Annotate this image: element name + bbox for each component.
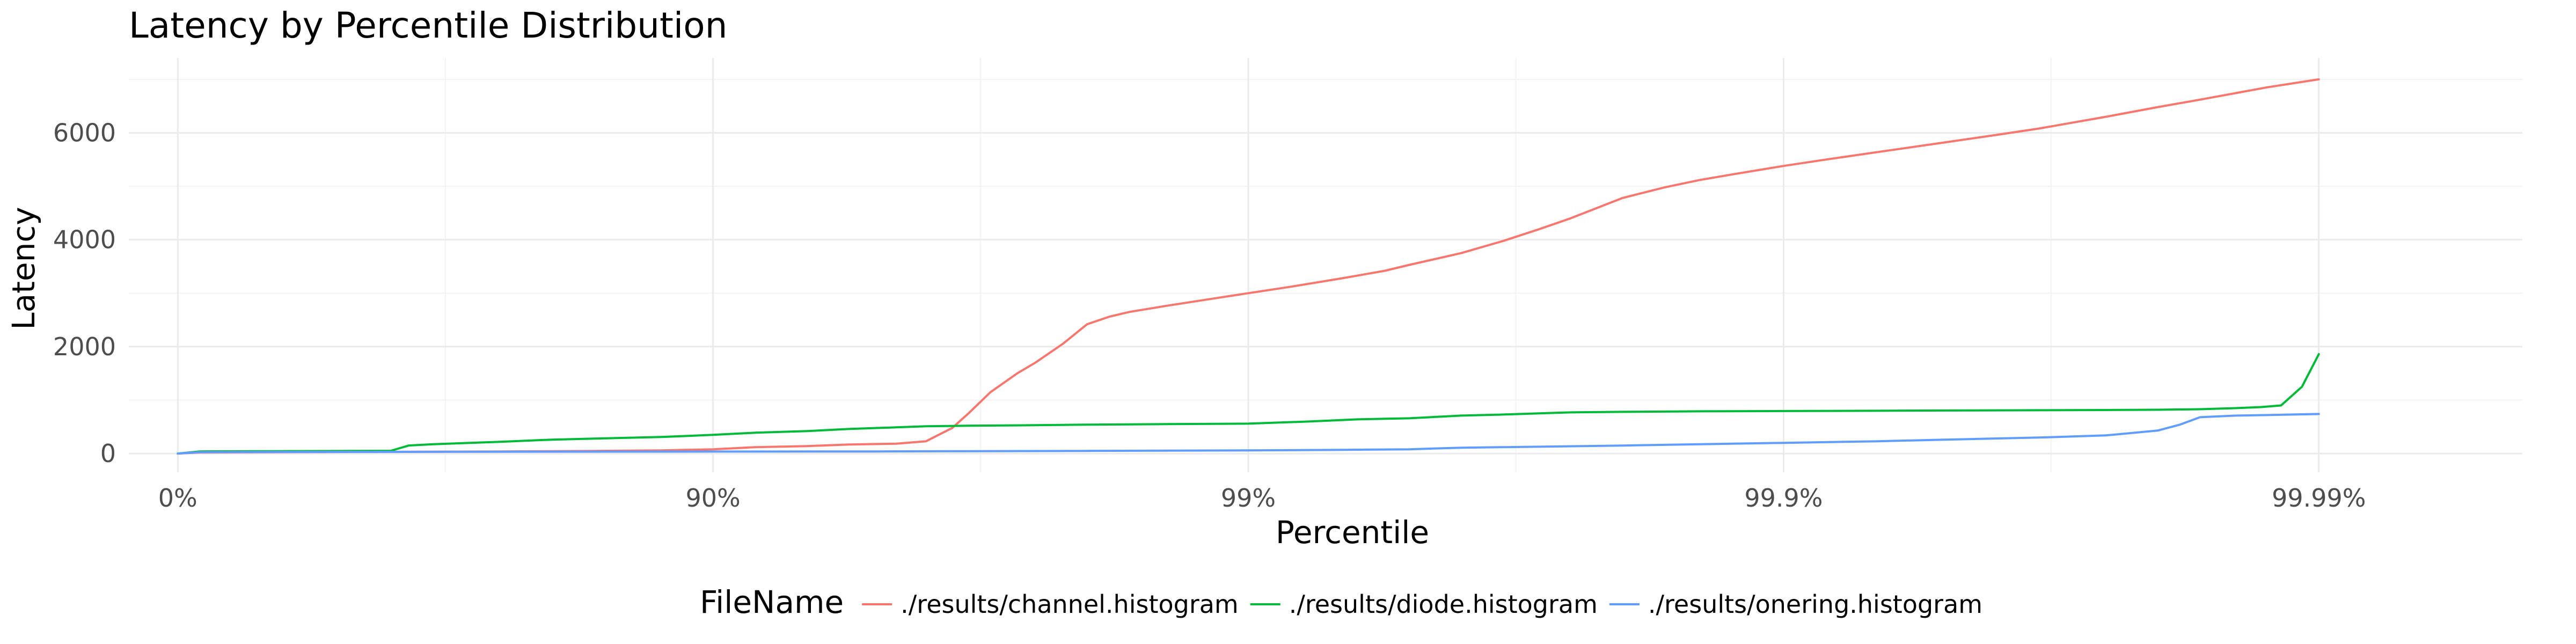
legend-entry-label: ./results/onering.histogram — [1648, 590, 1982, 619]
y-tick-label: 4000 — [53, 225, 116, 254]
legend: FileName ./results/channel.histogram ./re… — [700, 584, 1982, 620]
y-tick-label: 6000 — [53, 118, 116, 147]
x-tick-label: 99% — [1221, 484, 1276, 513]
plot-series — [177, 78, 2320, 455]
x-tick-label: 90% — [686, 484, 741, 513]
legend-entry-label: ./results/channel.histogram — [901, 590, 1239, 619]
series-line — [177, 413, 2320, 455]
plot-grid — [129, 58, 2522, 472]
y-tick-label: 0 — [100, 439, 116, 468]
series-line — [177, 78, 2320, 455]
y-axis-title: Latency — [5, 207, 42, 330]
y-axis-ticks: 0 2000 4000 6000 — [53, 118, 116, 468]
x-tick-label: 0% — [158, 484, 197, 513]
x-axis-ticks: 0% 90% 99% 99.9% 99.99% — [158, 484, 2366, 513]
legend-title: FileName — [700, 584, 844, 620]
x-axis-title: Percentile — [1276, 514, 1429, 551]
y-tick-label: 2000 — [53, 332, 116, 361]
x-tick-label: 99.99% — [2272, 484, 2366, 513]
series-line — [177, 353, 2320, 455]
x-tick-label: 99.9% — [1744, 484, 1823, 513]
legend-entry-label: ./results/diode.histogram — [1289, 590, 1598, 619]
chart-title: Latency by Percentile Distribution — [129, 5, 727, 46]
